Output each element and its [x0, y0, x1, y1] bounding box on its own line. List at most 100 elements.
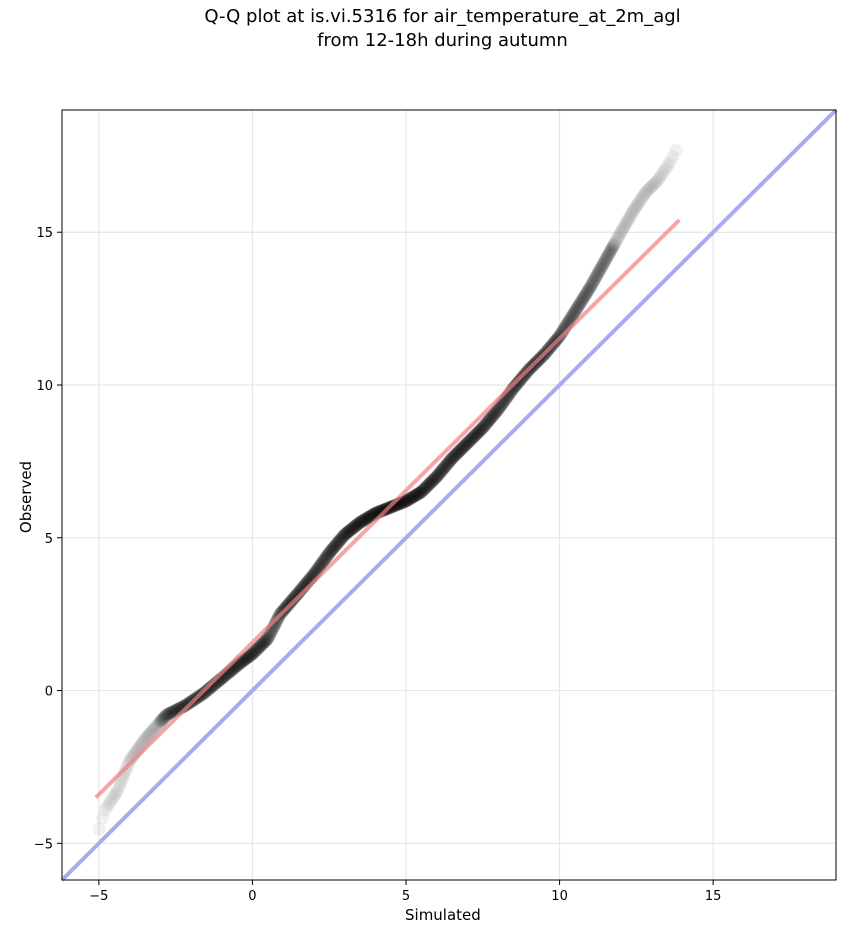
- qq-point: [332, 534, 346, 548]
- qq-point: [102, 797, 116, 811]
- qq-point: [626, 204, 640, 218]
- qq-point: [469, 428, 483, 442]
- qq-point: [555, 326, 569, 340]
- qq-point: [251, 641, 265, 655]
- qq-point: [604, 242, 618, 256]
- qq-point: [594, 261, 608, 275]
- qq-point: [330, 536, 344, 550]
- qq-point: [479, 417, 493, 431]
- qq-point: [419, 481, 433, 495]
- qq-point: [256, 636, 270, 650]
- qq-point: [577, 291, 591, 305]
- qq-point: [440, 457, 454, 471]
- qq-point: [353, 515, 367, 529]
- qq-point: [596, 257, 610, 271]
- qq-point: [601, 249, 615, 263]
- qq-point: [254, 639, 268, 653]
- qq-point: [255, 637, 269, 651]
- qq-point: [436, 463, 450, 477]
- qq-point: [285, 593, 299, 607]
- qq-point: [319, 550, 333, 564]
- qq-point: [260, 633, 274, 647]
- qq-point: [420, 480, 434, 494]
- qq-point: [445, 452, 459, 466]
- qq-point: [413, 486, 427, 500]
- qq-point: [428, 471, 442, 485]
- qq-point: [634, 193, 648, 207]
- qq-point: [203, 681, 217, 695]
- qq-point: [640, 184, 654, 198]
- qq-point: [161, 707, 175, 721]
- qq-point: [318, 552, 332, 566]
- qq-point: [336, 529, 350, 543]
- qq-point: [607, 238, 621, 252]
- qq-point: [237, 653, 251, 667]
- qq-point: [567, 306, 581, 320]
- qq-point: [344, 522, 358, 536]
- qq-point: [150, 718, 164, 732]
- qq-point: [448, 448, 462, 462]
- qq-point: [411, 487, 425, 501]
- qq-point: [489, 405, 503, 419]
- qq-point: [415, 484, 429, 498]
- qq-point: [316, 555, 330, 569]
- qq-point: [345, 521, 359, 535]
- qq-point: [409, 488, 423, 502]
- qq-point: [470, 426, 484, 440]
- qq-point: [398, 495, 412, 509]
- qq-point: [139, 732, 153, 746]
- qq-point: [455, 441, 469, 455]
- qq-point: [628, 201, 642, 215]
- x-axis-label: Simulated: [405, 906, 481, 924]
- qq-point: [590, 269, 604, 283]
- qq-point: [456, 441, 470, 455]
- qq-point: [573, 296, 587, 310]
- qq-point: [142, 728, 156, 742]
- qq-point: [591, 266, 605, 280]
- qq-point: [376, 503, 390, 517]
- qq-point: [571, 299, 585, 313]
- qq-point: [405, 491, 419, 505]
- qq-point: [287, 591, 301, 605]
- qq-point: [462, 435, 476, 449]
- qq-point: [350, 518, 364, 532]
- plot-frame: [61, 109, 837, 881]
- chart-title-line2: from 12-18h during autumn: [317, 30, 568, 51]
- qq-point: [92, 822, 106, 836]
- qq-point: [351, 517, 365, 531]
- qq-point: [140, 731, 154, 745]
- qq-point: [468, 429, 482, 443]
- qq-point: [451, 446, 465, 460]
- qq-point: [448, 449, 462, 463]
- qq-point: [107, 789, 121, 803]
- qq-point: [434, 465, 448, 479]
- qq-point: [457, 440, 471, 454]
- qq-point: [314, 558, 328, 572]
- qq-point: [445, 451, 459, 465]
- qq-point: [325, 543, 339, 557]
- qq-point: [627, 203, 641, 217]
- qq-point: [144, 726, 158, 740]
- qq-point: [329, 538, 343, 552]
- qq-point: [479, 417, 493, 431]
- qq-point: [412, 486, 426, 500]
- qq-point: [313, 558, 327, 572]
- qq-point: [454, 443, 468, 457]
- qq-point: [566, 308, 580, 322]
- qq-point: [241, 650, 255, 664]
- qq-point: [333, 533, 347, 547]
- qq-point: [419, 480, 433, 494]
- qq-point: [621, 213, 635, 227]
- qq-point: [178, 699, 192, 713]
- qq-point: [411, 487, 425, 501]
- qq-point: [433, 465, 447, 479]
- qq-point: [604, 244, 618, 258]
- qq-point: [410, 488, 424, 502]
- qq-point: [587, 274, 601, 288]
- qq-point: [100, 800, 114, 814]
- qq-point: [258, 635, 272, 649]
- y-axis-label: Observed: [17, 460, 36, 534]
- qq-point: [481, 415, 495, 429]
- qq-point: [565, 309, 579, 323]
